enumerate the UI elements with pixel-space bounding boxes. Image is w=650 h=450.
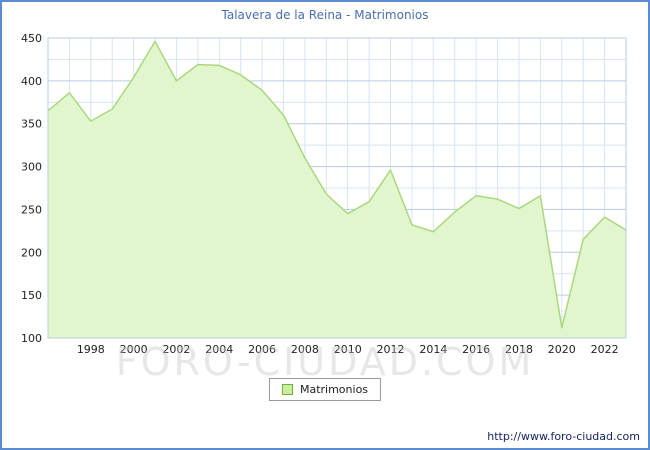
x-axis-tick-label: 2008	[291, 343, 319, 356]
y-axis-tick-label: 400	[21, 75, 42, 88]
source-url: http://www.foro-ciudad.com	[487, 430, 640, 443]
x-axis-tick-label: 2018	[505, 343, 533, 356]
legend-swatch-matrimonios	[281, 384, 293, 395]
y-axis-tick-label: 450	[21, 32, 42, 45]
chart-legend: Matrimonios	[268, 378, 382, 401]
x-axis-tick-label: 2022	[591, 343, 619, 356]
y-axis-tick-label: 350	[21, 118, 42, 131]
x-axis-tick-label: 2012	[377, 343, 405, 356]
area-line-matrimonios	[47, 40, 627, 329]
x-axis-tick-label: 2006	[248, 343, 276, 356]
x-axis-tick-label: 2016	[462, 343, 490, 356]
x-axis-tick-label: 2000	[120, 343, 148, 356]
y-axis-tick-label: 150	[21, 289, 42, 302]
chart-title: Talavera de la Reina - Matrimonios	[221, 8, 429, 22]
y-axis-tick-label: 250	[21, 203, 42, 216]
x-axis-tick-label: 2010	[334, 343, 362, 356]
y-axis-tick-label: 200	[21, 246, 42, 259]
y-axis-tick-label: 100	[21, 332, 42, 345]
plot-border	[47, 37, 627, 339]
area-fill-matrimonios	[48, 41, 626, 339]
x-axis-tick-label: 2004	[205, 343, 233, 356]
x-axis-tick-label: 2014	[419, 343, 447, 356]
legend-label-matrimonios: Matrimonios	[299, 383, 369, 396]
x-axis-tick-label: 2020	[548, 343, 576, 356]
y-axis-tick-label: 300	[21, 161, 42, 174]
x-axis-tick-label: 1998	[77, 343, 105, 356]
x-axis-tick-label: 2002	[162, 343, 190, 356]
